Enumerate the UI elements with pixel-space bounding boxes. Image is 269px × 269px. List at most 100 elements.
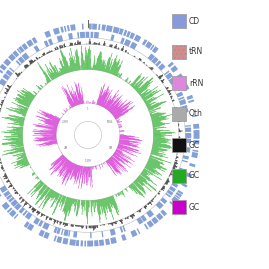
Polygon shape [15,192,17,194]
Polygon shape [150,111,155,113]
Polygon shape [114,102,133,116]
Polygon shape [17,95,31,103]
Polygon shape [82,94,83,104]
Polygon shape [24,108,27,110]
Polygon shape [151,112,161,116]
Polygon shape [134,181,145,192]
Polygon shape [53,219,54,220]
Polygon shape [152,121,160,123]
Polygon shape [47,52,48,54]
Polygon shape [118,145,127,148]
Polygon shape [89,167,90,176]
Polygon shape [107,100,113,109]
Polygon shape [37,137,56,139]
Polygon shape [179,142,181,143]
Polygon shape [34,133,56,134]
Polygon shape [62,160,68,166]
Polygon shape [108,160,118,172]
Polygon shape [118,124,121,125]
Polygon shape [54,126,57,127]
Polygon shape [167,180,170,182]
Polygon shape [4,174,6,176]
Polygon shape [56,46,58,49]
Polygon shape [94,226,95,229]
Polygon shape [161,189,162,190]
Polygon shape [150,45,155,50]
Polygon shape [69,53,74,71]
Polygon shape [77,200,78,206]
Polygon shape [176,112,177,113]
Polygon shape [192,115,198,117]
Polygon shape [18,73,20,75]
Polygon shape [125,50,126,52]
Polygon shape [1,166,3,167]
Polygon shape [8,139,23,140]
Polygon shape [112,63,117,74]
Polygon shape [17,98,30,105]
Polygon shape [146,98,157,104]
Polygon shape [2,150,24,155]
Polygon shape [150,68,152,69]
Polygon shape [120,73,122,78]
Polygon shape [61,69,63,75]
Polygon shape [142,96,146,99]
Polygon shape [146,166,160,174]
Polygon shape [105,198,107,206]
Polygon shape [34,182,43,192]
Polygon shape [106,53,112,72]
Polygon shape [93,55,95,70]
Polygon shape [151,151,162,155]
Polygon shape [107,161,109,163]
Polygon shape [152,46,159,53]
Polygon shape [116,151,131,160]
Polygon shape [16,140,23,141]
Polygon shape [130,42,137,49]
Polygon shape [112,107,122,115]
Polygon shape [23,90,34,98]
Polygon shape [59,221,61,223]
Polygon shape [119,126,122,127]
Polygon shape [65,164,75,186]
Polygon shape [75,42,76,45]
Polygon shape [45,64,54,79]
Polygon shape [13,187,14,188]
Polygon shape [75,166,80,182]
Polygon shape [143,171,149,176]
Polygon shape [84,240,86,246]
Polygon shape [65,88,74,106]
Polygon shape [90,226,91,228]
Polygon shape [66,110,67,111]
Polygon shape [106,90,119,109]
Polygon shape [27,92,35,97]
Polygon shape [49,140,57,142]
Polygon shape [12,127,23,128]
Polygon shape [47,81,48,83]
Polygon shape [168,77,176,85]
Polygon shape [100,92,106,105]
Polygon shape [104,105,105,107]
Polygon shape [119,143,140,148]
Polygon shape [17,48,22,54]
Polygon shape [108,62,112,73]
Polygon shape [118,74,120,77]
Polygon shape [1,167,3,168]
Polygon shape [24,202,27,205]
Polygon shape [40,188,49,200]
Polygon shape [64,163,72,177]
Polygon shape [135,85,141,90]
Polygon shape [152,148,166,151]
Polygon shape [1,101,3,103]
Polygon shape [110,103,119,112]
Polygon shape [101,93,108,106]
Polygon shape [78,84,82,104]
Polygon shape [153,143,170,146]
Polygon shape [103,199,105,207]
Polygon shape [8,197,15,203]
Polygon shape [132,83,136,87]
Polygon shape [137,178,151,192]
Polygon shape [145,41,153,49]
Polygon shape [111,103,123,114]
Polygon shape [119,125,122,126]
Polygon shape [24,94,33,100]
Polygon shape [77,32,79,38]
